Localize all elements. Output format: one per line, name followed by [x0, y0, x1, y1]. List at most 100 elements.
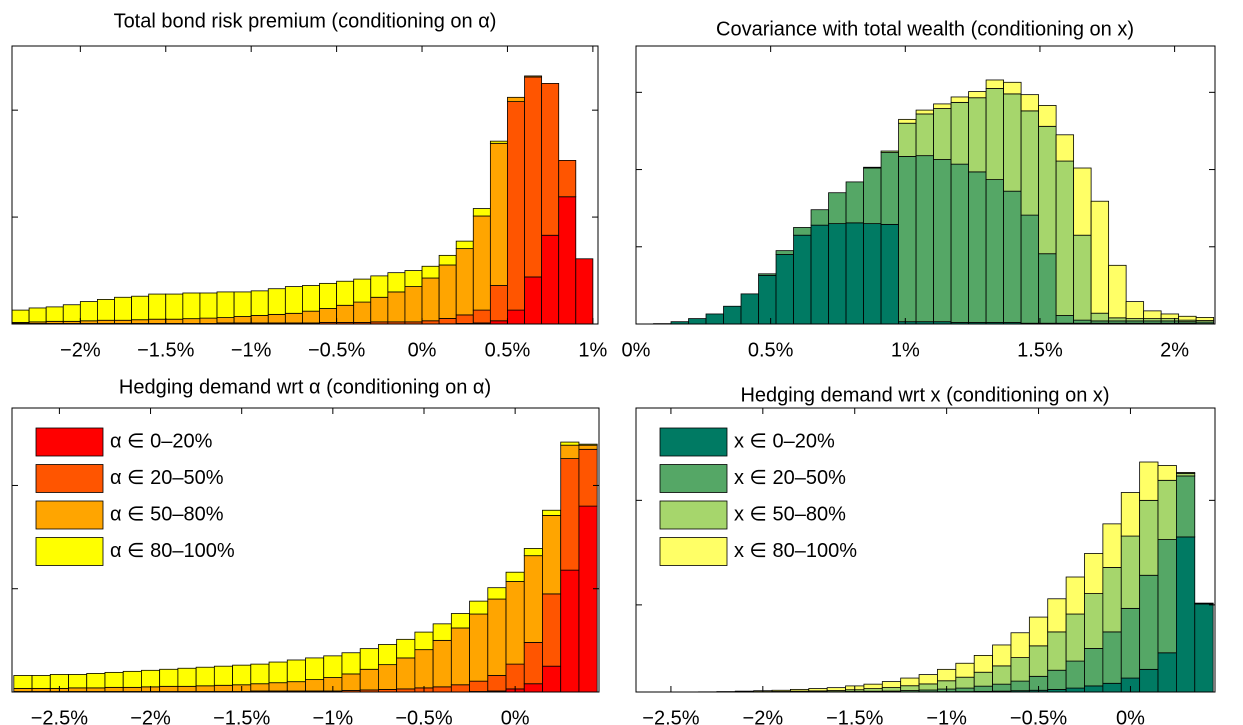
bar-segment — [319, 308, 338, 323]
bar-segment — [1139, 499, 1159, 576]
bar-segment — [1020, 94, 1040, 112]
bar-segment — [505, 581, 525, 665]
bar-segment — [13, 687, 33, 692]
bar-segment — [1047, 631, 1067, 671]
axes-frame — [11, 407, 600, 693]
bar-segment — [1102, 523, 1122, 568]
bar-segment — [560, 441, 580, 446]
bar-segment — [1073, 167, 1092, 236]
legend-swatch — [659, 427, 728, 457]
bar-segment — [808, 688, 828, 692]
bar-segment — [86, 673, 106, 689]
bar-segment — [414, 631, 434, 651]
bar-segment — [881, 687, 902, 692]
bar-segment — [79, 301, 98, 322]
bar-segment — [1176, 536, 1196, 693]
plot-area: −2.5% −2% −1.5% −1% −0.5% 0% x ∈ 0–20% x ∈ 20–5… — [635, 407, 1216, 725]
bar-segment — [1139, 461, 1159, 501]
bar-segment — [286, 659, 306, 683]
bar-segment — [1120, 607, 1141, 679]
bar-segment — [1003, 190, 1022, 323]
bar-segment — [131, 319, 150, 324]
bar-segment — [915, 113, 934, 157]
bar-segment — [1157, 652, 1177, 693]
bar-segment — [122, 670, 142, 688]
bar-segment — [104, 686, 124, 692]
bar-segment — [438, 254, 457, 266]
bar-segment — [1102, 682, 1122, 693]
plot-area: 0% 0.5% 1% 1.5% 2% — [622, 45, 1216, 361]
bar-segment — [740, 293, 759, 325]
bar-segment — [97, 299, 115, 321]
x-tick-label: −0.5% — [395, 707, 452, 725]
bar-segment — [268, 682, 288, 692]
bar-segment — [575, 258, 594, 325]
legend-label: α ∈ 80–100% — [110, 540, 235, 562]
bar-segment — [828, 223, 847, 325]
bar-segment — [195, 685, 215, 692]
bar-segment — [370, 296, 389, 323]
bar-segment — [250, 290, 269, 316]
bar-segment — [159, 685, 179, 692]
bar-segment — [950, 101, 969, 165]
bar-segment — [1102, 567, 1122, 633]
bar-segment — [828, 192, 847, 225]
bar-segment — [880, 152, 899, 225]
bar-segment — [775, 254, 794, 325]
bar-segment — [863, 167, 882, 225]
bar-segment — [469, 613, 489, 682]
bar-segment — [845, 222, 864, 325]
bar-segment — [1065, 576, 1085, 615]
bar-segment — [450, 627, 470, 686]
bar-segment — [284, 312, 303, 324]
bar-segment — [455, 240, 474, 250]
bar-segment — [1195, 317, 1215, 321]
bar-segment — [578, 505, 598, 693]
bar-segment — [955, 687, 975, 692]
bar-segment — [933, 108, 952, 160]
bar-segment — [378, 644, 398, 666]
bar-segment — [396, 638, 416, 659]
bar-segment — [1120, 492, 1141, 537]
bar-segment — [487, 598, 507, 676]
bar-segment — [97, 319, 115, 324]
bar-segment — [353, 278, 372, 303]
bar-segment — [305, 657, 325, 681]
bar-segment — [973, 685, 993, 692]
bar-segment — [1010, 680, 1030, 692]
bar-segment — [560, 458, 580, 571]
bar-segment — [1108, 317, 1127, 322]
bar-segment — [1157, 465, 1177, 481]
legend-swatch — [659, 464, 728, 493]
bar-segment — [793, 227, 812, 236]
bar-segment — [79, 320, 98, 324]
bar-segment — [131, 295, 150, 321]
bar-segment — [1003, 93, 1022, 192]
bar-segment — [1157, 539, 1177, 654]
bar-segment — [1084, 593, 1104, 649]
bar-segment — [404, 270, 423, 287]
bar-segment — [1120, 535, 1141, 609]
bar-segment — [541, 83, 560, 236]
bar-segment — [1028, 616, 1049, 647]
bar-segment — [881, 681, 902, 688]
bar-segment — [469, 600, 489, 615]
bar-segment — [758, 273, 777, 276]
bar-segment — [141, 669, 161, 688]
bar-segment — [985, 79, 1004, 89]
bar-segment — [955, 662, 975, 678]
bar-segment — [505, 663, 525, 690]
bar-segment — [968, 97, 987, 173]
bar-segment — [973, 655, 993, 673]
bar-segment — [319, 282, 338, 309]
x-tick-label: −1.5% — [137, 339, 194, 361]
bar-segment — [1047, 669, 1067, 690]
legend-label: α ∈ 50–80% — [110, 503, 224, 525]
bar-segment — [1020, 110, 1040, 216]
bar-segment — [472, 208, 491, 217]
legend-swatch — [35, 427, 104, 457]
bar-segment — [487, 587, 507, 600]
bar-segment — [323, 655, 343, 678]
legend-label: x ∈ 80–100% — [734, 540, 857, 562]
bar-segment — [213, 665, 233, 686]
